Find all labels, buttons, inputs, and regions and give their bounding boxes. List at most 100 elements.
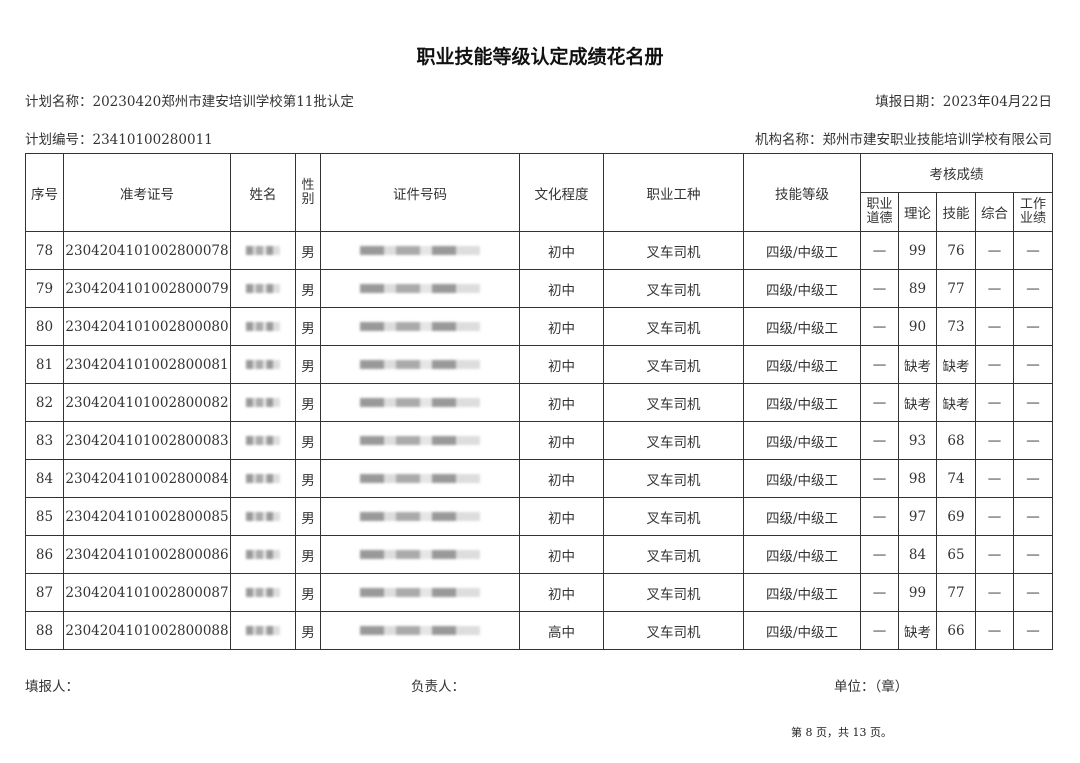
cell-overall: — [975, 497, 1014, 536]
cell-work: — [1013, 345, 1053, 384]
header-job: 职业工种 [603, 153, 744, 232]
cell-edu: 初中 [519, 307, 604, 346]
redacted-id [360, 549, 480, 559]
cell-theory: 99 [898, 573, 937, 612]
cell-gender: 男 [295, 497, 321, 536]
redacted-id [360, 321, 480, 331]
cell-overall: — [975, 269, 1014, 308]
table-row: 79 2304204101002800079 男初中 叉车司机 四级/中级工 —89 77—… [25, 269, 1053, 308]
cell-ethics: — [860, 573, 899, 612]
cell-ticket: 2304204101002800080 [63, 307, 231, 346]
table-row: 85 2304204101002800085 男初中 叉车司机 四级/中级工 —97 69—… [25, 497, 1053, 536]
page-title: 职业技能等级认定成绩花名册 [416, 46, 664, 68]
cell-name [230, 497, 296, 536]
cell-name [230, 421, 296, 460]
cell-seq: 85 [25, 497, 64, 536]
cell-edu: 初中 [519, 459, 604, 498]
redacted-name [246, 511, 280, 521]
cell-skill: 74 [936, 459, 976, 498]
cell-level: 四级/中级工 [743, 421, 861, 460]
cell-gender: 男 [295, 459, 321, 498]
cell-edu: 初中 [519, 345, 604, 384]
redacted-name [246, 359, 280, 369]
cell-edu: 初中 [519, 535, 604, 574]
cell-id [320, 497, 520, 536]
redacted-id [360, 511, 480, 521]
table-row: 78 2304204101002800078 男初中 叉车司机 四级/中级工 —99 76—… [25, 231, 1053, 270]
cell-seq: 82 [25, 383, 64, 422]
cell-ticket: 2304204101002800078 [63, 231, 231, 270]
redacted-name [246, 587, 280, 597]
cell-name [230, 573, 296, 612]
cell-name [230, 345, 296, 384]
cell-gender: 男 [295, 269, 321, 308]
cell-job: 叉车司机 [603, 231, 744, 270]
redacted-id [360, 283, 480, 293]
cell-theory: 99 [898, 231, 937, 270]
cell-work: — [1013, 535, 1053, 574]
table-row: 81 2304204101002800081 男初中 叉车司机 四级/中级工 — 缺考 缺考 —… [25, 345, 1053, 384]
cell-overall: — [975, 611, 1014, 650]
cell-id [320, 383, 520, 422]
cell-theory: 84 [898, 535, 937, 574]
cell-id [320, 345, 520, 384]
cell-theory: 97 [898, 497, 937, 536]
cell-id [320, 611, 520, 650]
header-work: 工作业绩 [1013, 192, 1053, 232]
cell-id [320, 231, 520, 270]
redacted-name [246, 625, 280, 635]
cell-skill: 缺考 [936, 383, 976, 422]
cell-overall: — [975, 383, 1014, 422]
cell-seq: 79 [25, 269, 64, 308]
redacted-name [246, 435, 280, 445]
cell-ethics: — [860, 611, 899, 650]
cell-seq: 88 [25, 611, 64, 650]
cell-gender: 男 [295, 383, 321, 422]
redacted-id [360, 473, 480, 483]
cell-seq: 84 [25, 459, 64, 498]
cell-ticket: 2304204101002800083 [63, 421, 231, 460]
cell-job: 叉车司机 [603, 497, 744, 536]
cell-level: 四级/中级工 [743, 573, 861, 612]
header-ticket: 准考证号 [63, 153, 231, 232]
cell-theory: 93 [898, 421, 937, 460]
cell-ethics: — [860, 231, 899, 270]
cell-seq: 80 [25, 307, 64, 346]
cell-ethics: — [860, 535, 899, 574]
cell-theory: 89 [898, 269, 937, 308]
cell-work: — [1013, 459, 1053, 498]
cell-job: 叉车司机 [603, 573, 744, 612]
cell-skill: 68 [936, 421, 976, 460]
header-seq: 序号 [25, 153, 64, 232]
cell-ethics: — [860, 345, 899, 384]
redacted-name [246, 397, 280, 407]
cell-name [230, 459, 296, 498]
cell-skill: 69 [936, 497, 976, 536]
table-row: 86 2304204101002800086 男初中 叉车司机 四级/中级工 —84 65—… [25, 535, 1053, 574]
plan-name: 计划名称：20230420郑州市建安培训学校第11批认定 [25, 94, 354, 110]
cell-overall: — [975, 231, 1014, 270]
cell-work: — [1013, 307, 1053, 346]
cell-work: — [1013, 421, 1053, 460]
redacted-id [360, 245, 480, 255]
redacted-name [246, 549, 280, 559]
reporter-label: 填报人： [25, 679, 79, 695]
cell-id [320, 459, 520, 498]
cell-skill: 65 [936, 535, 976, 574]
cell-theory: 缺考 [898, 611, 937, 650]
cell-level: 四级/中级工 [743, 231, 861, 270]
cell-edu: 初中 [519, 497, 604, 536]
cell-overall: — [975, 573, 1014, 612]
cell-ticket: 2304204101002800087 [63, 573, 231, 612]
cell-work: — [1013, 269, 1053, 308]
cell-ticket: 2304204101002800079 [63, 269, 231, 308]
cell-seq: 87 [25, 573, 64, 612]
header-level: 技能等级 [743, 153, 861, 232]
cell-gender: 男 [295, 573, 321, 612]
cell-id [320, 573, 520, 612]
header-id: 证件号码 [320, 153, 520, 232]
cell-theory: 98 [898, 459, 937, 498]
cell-job: 叉车司机 [603, 269, 744, 308]
cell-gender: 男 [295, 611, 321, 650]
table-row: 88 2304204101002800088 男高中 叉车司机 四级/中级工 — 缺考 66—… [25, 611, 1053, 650]
